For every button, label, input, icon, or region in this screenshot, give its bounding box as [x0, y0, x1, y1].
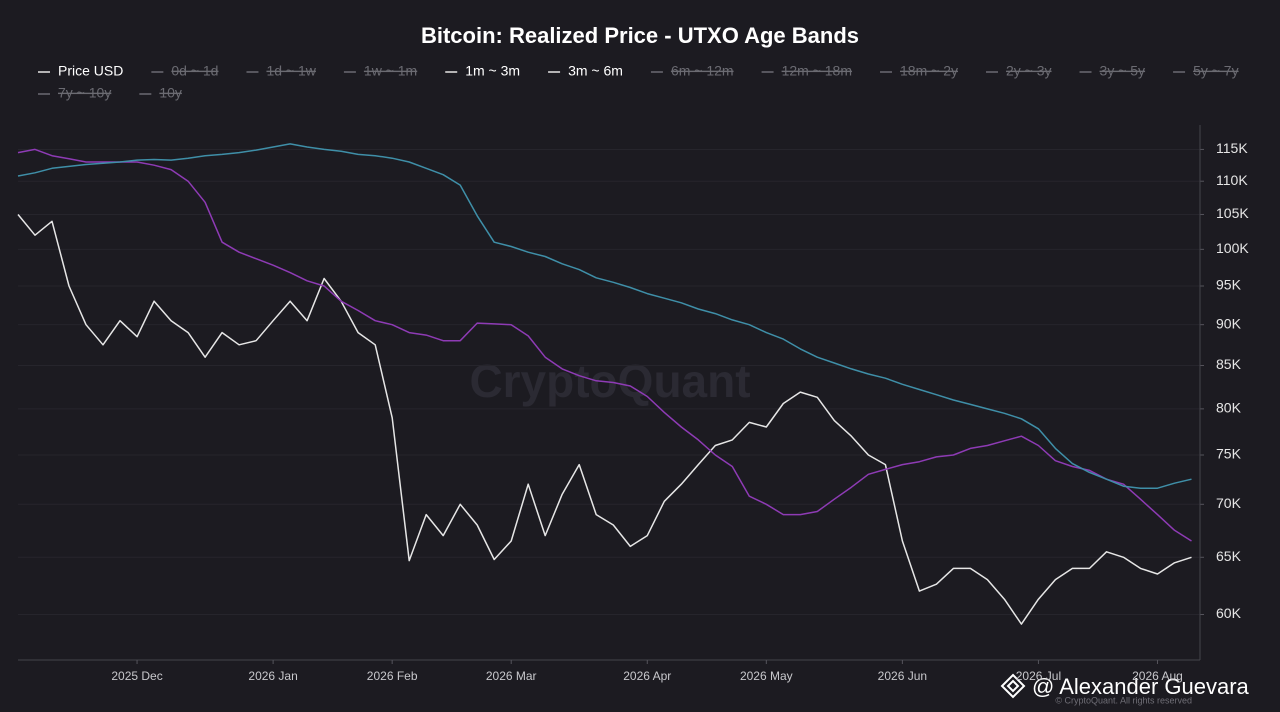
y-tick-label: 105K	[1216, 205, 1249, 221]
legend-label: 7y ~ 10y	[58, 85, 111, 101]
legend-label: 0d ~ 1d	[171, 63, 218, 79]
x-tick-label: 2026 Jul	[1016, 669, 1061, 683]
legend-label: 3m ~ 6m	[568, 63, 623, 79]
series-line	[17, 214, 1192, 625]
legend-item: 3m ~ 6m	[548, 63, 623, 79]
credit: @ Alexander Guevara	[1032, 674, 1250, 699]
legend-label: 12m ~ 18m	[782, 63, 852, 79]
watermark: CryptoQuant	[469, 355, 750, 407]
y-tick-label: 100K	[1216, 240, 1249, 256]
legend-item: 1w ~ 1m	[343, 63, 417, 79]
legend-item: 12m ~ 18m	[761, 63, 852, 79]
legend-label: 1w ~ 1m	[364, 63, 417, 79]
y-tick-label: 60K	[1216, 605, 1242, 621]
y-tick-label: 75K	[1216, 446, 1242, 462]
legend-label: 5y ~ 7y	[1193, 63, 1239, 79]
legend-item: 6m ~ 12m	[650, 63, 734, 79]
legend-label: 1m ~ 3m	[465, 63, 520, 79]
x-tick-label: 2026 Apr	[623, 669, 671, 683]
y-tick-label: 80K	[1216, 400, 1242, 416]
legend-label: 2y ~ 3y	[1006, 63, 1052, 79]
x-tick-label: 2025 Dec	[111, 669, 162, 683]
legend-label: 1d ~ 1w	[266, 63, 316, 79]
legend-label: 3y ~ 5y	[1100, 63, 1146, 79]
legend-item: 2y ~ 3y	[986, 63, 1052, 79]
y-tick-label: 90K	[1216, 315, 1242, 331]
y-tick-label: 85K	[1216, 356, 1242, 372]
legend-item: 5y ~ 7y	[1173, 63, 1239, 79]
legend-item: 3y ~ 5y	[1079, 63, 1146, 79]
legend-item: 1d ~ 1w	[246, 63, 317, 79]
x-tick-label: 2026 Aug	[1132, 669, 1183, 683]
legend-item: 1m ~ 3m	[445, 63, 520, 79]
x-tick-label: 2026 Mar	[486, 669, 537, 683]
legend-item: 7y ~ 10y	[38, 85, 111, 101]
copyright: © CryptoQuant. All rights reserved	[1055, 695, 1192, 705]
chart-title: Bitcoin: Realized Price - UTXO Age Bands	[421, 23, 859, 48]
legend-label: 10y	[159, 85, 182, 101]
legend-item: 0d ~ 1d	[151, 63, 218, 79]
y-tick-label: 95K	[1216, 277, 1242, 293]
series-line	[17, 143, 1192, 489]
legend-item: Price USD	[38, 63, 123, 79]
x-tick-label: 2026 Jun	[878, 669, 927, 683]
legend-label: Price USD	[58, 63, 123, 79]
y-tick-label: 110K	[1216, 172, 1248, 188]
credit-logo	[1000, 673, 1026, 699]
x-tick-label: 2026 Jan	[248, 669, 297, 683]
y-tick-label: 65K	[1216, 548, 1242, 564]
y-tick-label: 70K	[1216, 495, 1242, 511]
legend-label: 6m ~ 12m	[671, 63, 734, 79]
legend-label: 18m ~ 2y	[900, 63, 958, 79]
legend-item: 10y	[139, 85, 182, 101]
x-tick-label: 2026 Feb	[367, 669, 418, 683]
x-tick-label: 2026 May	[740, 669, 793, 683]
series-line	[17, 148, 1192, 542]
y-tick-label: 115K	[1216, 140, 1248, 156]
legend-item: 18m ~ 2y	[880, 63, 958, 79]
